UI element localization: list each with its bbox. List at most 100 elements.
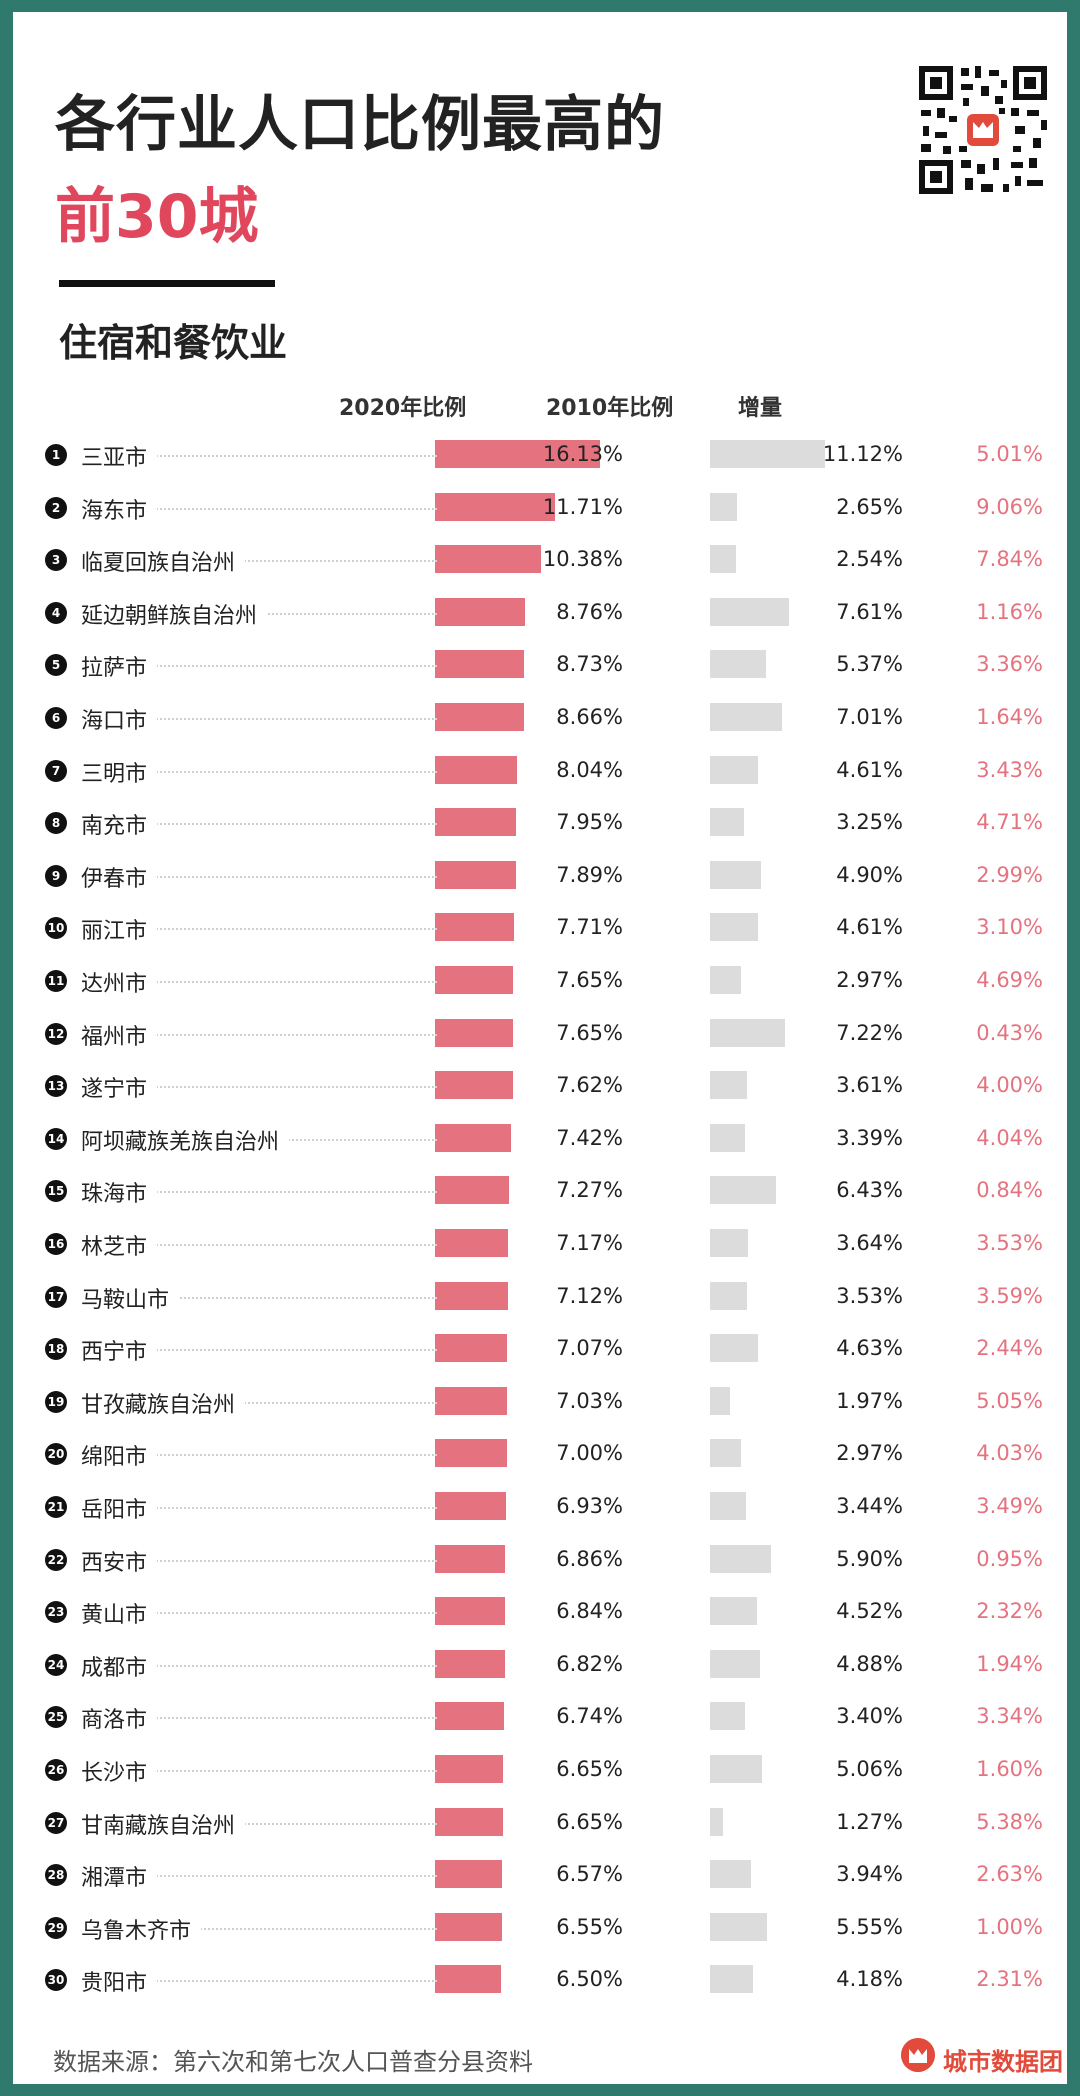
value-increase: 5.01%: [976, 442, 1043, 466]
value-2020: 7.00%: [556, 1441, 623, 1466]
bar-2020: [435, 650, 525, 679]
bar-2020: [435, 1334, 508, 1363]
dotted-leader-line: [81, 718, 437, 720]
value-increase: 4.00%: [976, 1073, 1043, 1098]
dotted-leader-line: [81, 1822, 437, 1825]
rank-badge: 1: [45, 444, 67, 466]
city-name: 商洛市: [81, 1702, 158, 1735]
value-2020: 7.65%: [556, 1020, 623, 1045]
bar-2010: [710, 966, 741, 994]
bar-2010: [710, 755, 758, 784]
value-2010: 4.63%: [836, 1336, 903, 1361]
value-increase: 2.44%: [976, 1336, 1043, 1361]
bar-2020: [435, 808, 517, 837]
value-2020: 6.82%: [556, 1651, 623, 1676]
value-2020: 7.17%: [556, 1231, 623, 1255]
dotted-leader-line: [81, 1664, 437, 1667]
column-header-increase: 增量: [738, 396, 783, 421]
value-increase: 4.71%: [976, 810, 1043, 835]
dotted-leader-line: [81, 1244, 437, 1246]
city-name: 达州市: [81, 966, 158, 998]
bar-2020: [435, 1386, 507, 1415]
bar-2010: [710, 440, 825, 468]
value-2020: 7.07%: [556, 1336, 623, 1361]
dotted-leader-line: [81, 665, 437, 668]
value-2010: 3.61%: [836, 1073, 903, 1098]
table-row: 25 商洛市 6.74% 3.40% 3.34%: [13, 1692, 1067, 1744]
value-increase: 5.05%: [976, 1388, 1043, 1413]
city-name: 丽江市: [81, 913, 158, 946]
value-2020: 8.66%: [556, 705, 623, 729]
value-2010: 4.52%: [836, 1599, 903, 1624]
bar-2020: [435, 755, 518, 784]
value-2010: 7.22%: [836, 1020, 903, 1045]
bar-2020: [435, 1912, 502, 1941]
table-row: 22 西安市 6.86% 5.90% 0.95%: [13, 1535, 1067, 1587]
city-name: 岳阳市: [81, 1492, 158, 1524]
value-2010: 4.61%: [836, 915, 903, 940]
value-increase: 2.63%: [976, 1862, 1043, 1887]
qr-code-icon: [915, 62, 1051, 198]
table-row: 15 珠海市 7.27% 6.43% 0.84%: [13, 1166, 1067, 1218]
value-2010: 3.53%: [836, 1283, 903, 1308]
value-increase: 3.53%: [976, 1231, 1043, 1255]
city-name: 三明市: [81, 755, 158, 788]
city-name: 拉萨市: [81, 650, 158, 683]
bar-2010: [710, 1123, 746, 1152]
rank-badge: 21: [45, 1496, 67, 1518]
table-row: 8 南充市 7.95% 3.25% 4.71%: [13, 798, 1067, 850]
value-2020: 16.13%: [542, 442, 623, 466]
value-2010: 4.90%: [836, 862, 903, 887]
value-increase: 1.64%: [976, 705, 1043, 729]
value-2020: 7.95%: [556, 810, 623, 835]
city-name: 贵阳市: [81, 1965, 158, 1998]
page-title: 各行业人口比例最高的: [55, 90, 665, 160]
rank-badge: 18: [45, 1338, 67, 1361]
value-2010: 5.90%: [836, 1546, 903, 1571]
bar-2010: [710, 1386, 731, 1415]
dotted-leader-line: [81, 981, 437, 983]
bar-2020: [435, 1281, 508, 1310]
dotted-leader-line: [81, 928, 437, 931]
column-header-2010: 2010年比例: [546, 396, 674, 421]
title-underline: [59, 280, 275, 287]
dotted-leader-line: [81, 1454, 437, 1457]
rank-badge: 17: [45, 1285, 67, 1308]
bar-2020: [435, 1807, 504, 1836]
city-name: 马鞍山市: [81, 1281, 180, 1314]
value-2010: 3.39%: [836, 1125, 903, 1150]
city-name: 临夏回族自治州: [81, 545, 246, 578]
dotted-leader-line: [81, 1559, 437, 1562]
value-2010: 1.97%: [836, 1388, 903, 1413]
city-name: 成都市: [81, 1649, 158, 1682]
column-header-2020: 2020年比例: [339, 396, 467, 421]
value-2010: 5.06%: [836, 1757, 903, 1781]
bar-2010: [710, 1281, 747, 1310]
table-row: 7 三明市 8.04% 4.61% 3.43%: [13, 746, 1067, 798]
rank-badge: 8: [45, 812, 67, 835]
table-row: 24 成都市 6.82% 4.88% 1.94%: [13, 1640, 1067, 1692]
table-row: 14 阿坝藏族羌族自治州 7.42% 3.39% 4.04%: [13, 1114, 1067, 1166]
dotted-leader-line: [81, 1927, 437, 1930]
value-2020: 7.65%: [556, 968, 623, 992]
dotted-leader-line: [81, 1349, 437, 1352]
city-name: 湘潭市: [81, 1860, 158, 1893]
city-name: 西安市: [81, 1544, 158, 1577]
value-2020: 7.12%: [556, 1283, 623, 1308]
value-increase: 3.34%: [976, 1704, 1043, 1729]
dotted-leader-line: [81, 770, 437, 773]
rank-badge: 30: [45, 1969, 67, 1992]
bar-2010: [710, 1807, 724, 1836]
city-name: 甘孜藏族自治州: [81, 1386, 246, 1419]
rank-badge: 24: [45, 1653, 67, 1676]
dotted-leader-line: [81, 1875, 437, 1878]
bar-2020: [435, 1071, 513, 1100]
value-increase: 3.49%: [976, 1494, 1043, 1518]
bar-2020: [435, 492, 555, 521]
city-name: 乌鲁木齐市: [81, 1912, 202, 1945]
dotted-leader-line: [81, 1770, 437, 1772]
city-name: 遂宁市: [81, 1071, 158, 1104]
rank-badge: 12: [45, 1022, 67, 1045]
value-increase: 4.03%: [976, 1441, 1043, 1466]
table-row: 17 马鞍山市 7.12% 3.53% 3.59%: [13, 1272, 1067, 1324]
